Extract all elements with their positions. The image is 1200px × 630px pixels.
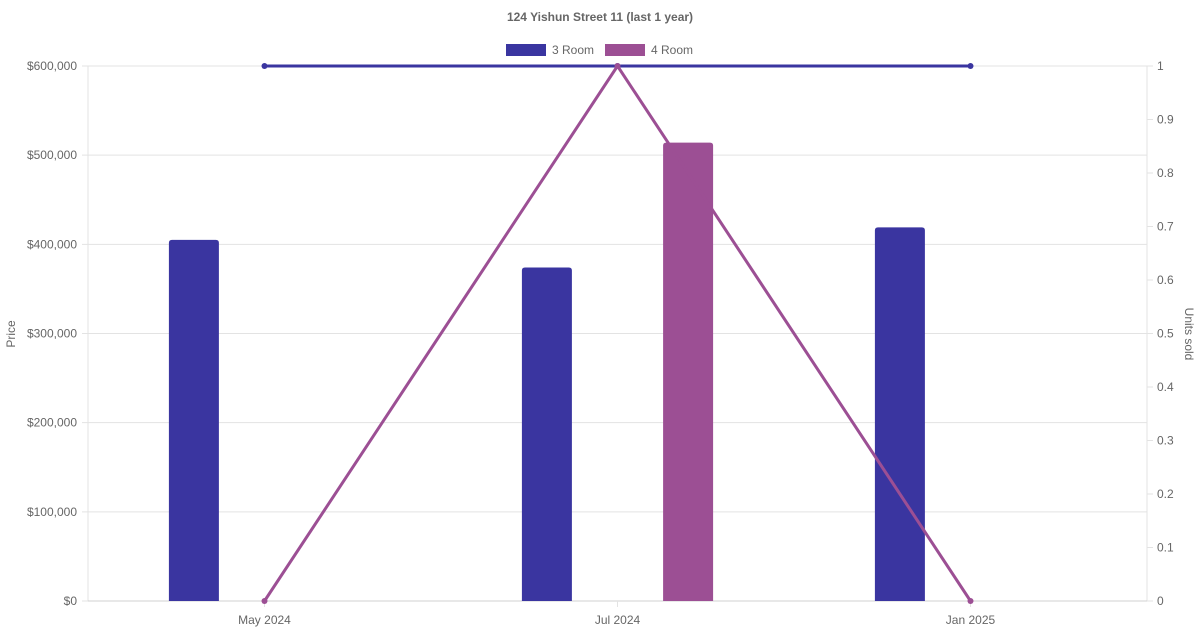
y-axis-left-title: Price [4, 320, 18, 348]
y-right-tick-label: 1 [1157, 59, 1164, 73]
legend-label-3-room: 3 Room [552, 43, 594, 57]
point-4-room[interactable] [261, 598, 268, 604]
point-4-room[interactable] [614, 63, 621, 69]
y-right-tick-label: 0.5 [1157, 327, 1174, 341]
y-axis-right-title: Units sold [1182, 308, 1196, 361]
y-right-tick-label: 0.7 [1157, 220, 1174, 234]
bar-3-room[interactable] [874, 227, 925, 601]
line-series [261, 63, 974, 604]
gridlines [82, 65, 1153, 607]
legend-label-4-room: 4 Room [651, 43, 693, 57]
x-tick-label: Jan 2025 [946, 613, 996, 627]
y-right-tick-label: 0.2 [1157, 487, 1174, 501]
y-left-tick-label: $100,000 [27, 505, 77, 519]
legend-swatch-4-room [605, 44, 645, 56]
y-right-tick-label: 0.4 [1157, 380, 1174, 394]
point-3-room[interactable] [967, 63, 974, 69]
y-right-tick-label: 0.3 [1157, 434, 1174, 448]
y-left-tick-label: $300,000 [27, 327, 77, 341]
x-tick-label: May 2024 [238, 613, 291, 627]
legend-item-4-room[interactable]: 4 Room [605, 43, 693, 57]
left-axis-ticks: $0 $100,000 $200,000 $300,000 $400,000 $500,0… [27, 59, 77, 608]
bar-4-room[interactable] [663, 142, 714, 601]
legend[interactable]: 3 Room 4 Room [506, 43, 693, 57]
point-3-room[interactable] [261, 63, 268, 69]
y-left-tick-label: $200,000 [27, 416, 77, 430]
x-tick-label: Jul 2024 [595, 613, 641, 627]
point-4-room[interactable] [967, 598, 974, 604]
x-axis-ticks: May 2024 Jul 2024 Jan 2025 [238, 613, 995, 627]
y-left-tick-label: $400,000 [27, 237, 77, 251]
chart-title: 124 Yishun Street 11 (last 1 year) [507, 10, 693, 24]
bar-3-room[interactable] [168, 239, 219, 601]
y-left-tick-label: $600,000 [27, 59, 77, 73]
y-left-tick-label: $500,000 [27, 148, 77, 162]
y-right-tick-label: 0.6 [1157, 273, 1174, 287]
y-right-tick-label: 0.9 [1157, 113, 1174, 127]
legend-swatch-3-room [506, 44, 546, 56]
legend-item-3-room[interactable]: 3 Room [506, 43, 594, 57]
y-right-tick-label: 0 [1157, 594, 1164, 608]
y-right-tick-label: 0.8 [1157, 166, 1174, 180]
y-right-tick-label: 0.1 [1157, 541, 1174, 555]
right-axis-ticks: 0 0.1 0.2 0.3 0.4 0.5 0.6 0.7 0.8 0.9 1 [1157, 59, 1174, 608]
bar-3-room[interactable] [521, 267, 572, 601]
y-left-tick-label: $0 [64, 594, 78, 608]
bar-series [168, 142, 925, 601]
